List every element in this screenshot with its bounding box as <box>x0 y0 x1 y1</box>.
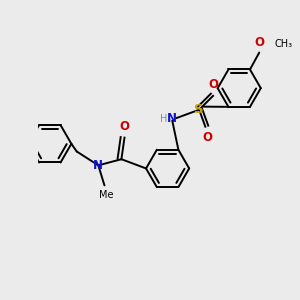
Text: H: H <box>160 114 167 124</box>
Text: O: O <box>119 120 130 133</box>
Text: CH₃: CH₃ <box>274 40 293 50</box>
Text: O: O <box>202 131 212 144</box>
Text: Me: Me <box>99 190 113 200</box>
Text: O: O <box>254 37 264 50</box>
Text: N: N <box>93 159 103 172</box>
Text: N: N <box>167 112 177 125</box>
Text: S: S <box>194 103 204 116</box>
Text: O: O <box>208 78 218 91</box>
